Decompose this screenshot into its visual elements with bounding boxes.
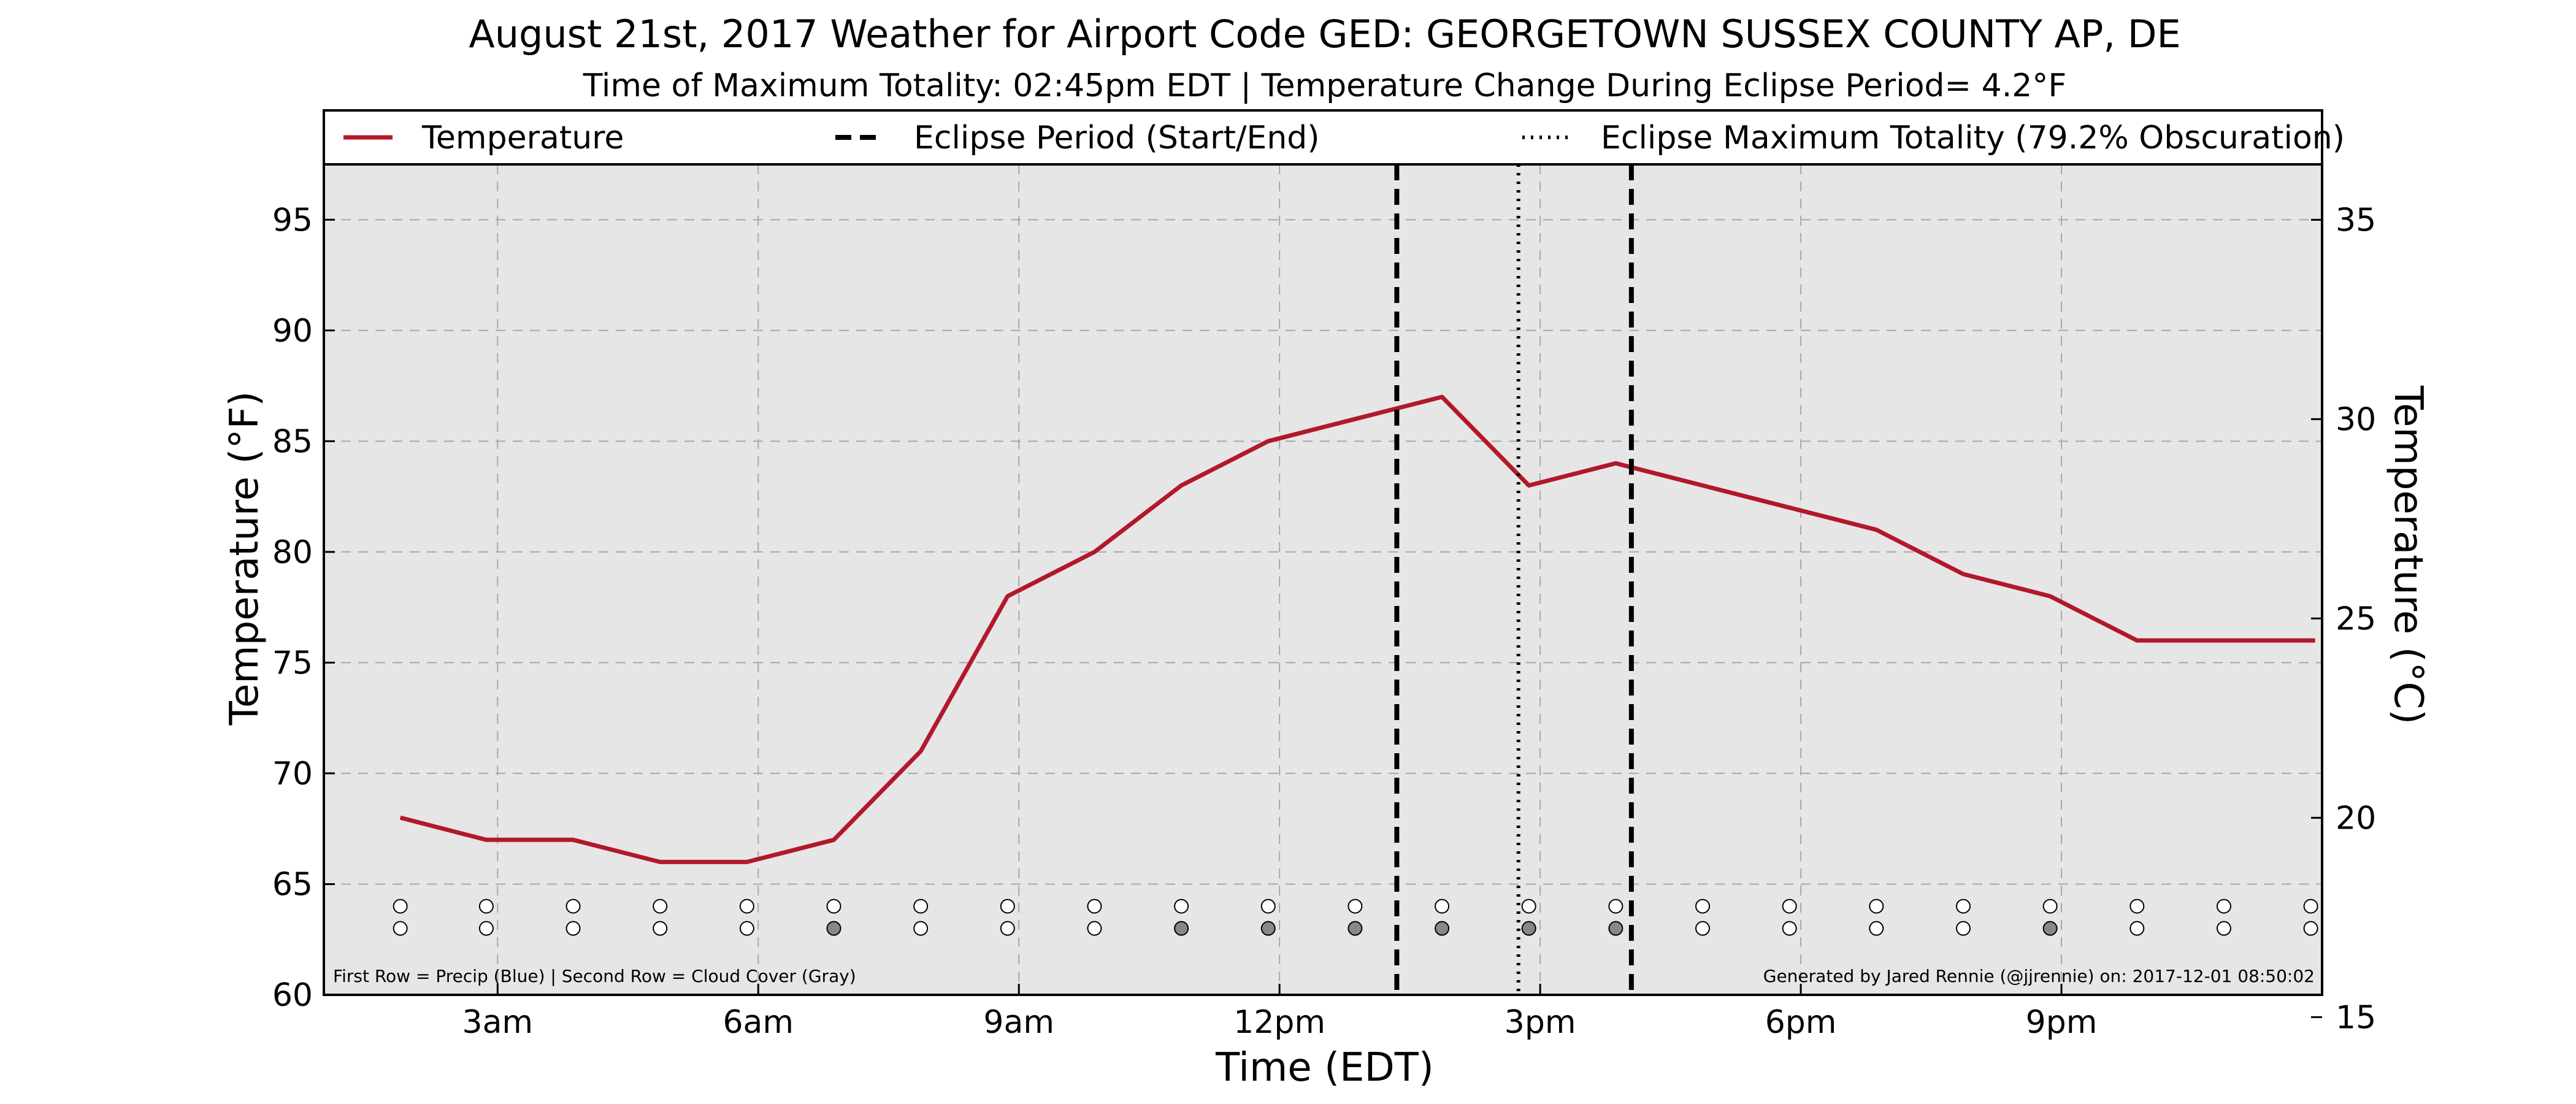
cloud-cover-indicator (2042, 921, 2058, 936)
precip-indicator (1521, 899, 1536, 914)
precip-indicator (478, 899, 494, 914)
cloud-cover-indicator (565, 921, 581, 936)
precip-indicator (1174, 899, 1189, 914)
x-tick-label: 3am (462, 1004, 533, 1041)
x-tick-label: 3pm (1505, 1004, 1576, 1041)
x-tick-label: 9am (983, 1004, 1054, 1041)
legend-box (323, 109, 2323, 166)
cloud-cover-indicator (1521, 921, 1536, 936)
legend-label: Eclipse Period (Start/End) (914, 120, 1320, 156)
cloud-cover-indicator (2129, 921, 2145, 936)
cloud-cover-indicator (1695, 921, 1711, 936)
cloud-cover-indicator (1000, 921, 1015, 936)
cloud-cover-indicator (739, 921, 754, 936)
precip-indicator (1608, 899, 1623, 914)
precip-indicator (1695, 899, 1711, 914)
legend-label: Temperature (421, 120, 624, 156)
y-tick-label: 80 (272, 534, 313, 571)
y-right-tick-label: 20 (2336, 800, 2376, 837)
y-right-tick-label: 25 (2336, 600, 2376, 637)
footnote-right: Generated by Jared Rennie (@jjrennie) on… (1763, 966, 2315, 986)
precip-indicator (1955, 899, 1971, 914)
cloud-cover-indicator (1435, 921, 1450, 936)
precip-indicator (1869, 899, 1884, 914)
precip-indicator (1782, 899, 1797, 914)
cloud-cover-indicator (1174, 921, 1189, 936)
cloud-cover-indicator (653, 921, 668, 936)
precip-indicator (653, 899, 668, 914)
y-tick-label: 60 (272, 977, 313, 1014)
x-tick-label: 12pm (1233, 1004, 1325, 1041)
cloud-cover-indicator (2216, 921, 2231, 936)
precip-indicator (1260, 899, 1276, 914)
precip-indicator (826, 899, 841, 914)
cloud-cover-indicator (1087, 921, 1102, 936)
cloud-cover-indicator (1260, 921, 1276, 936)
precip-indicator (739, 899, 754, 914)
precip-indicator (1435, 899, 1450, 914)
precip-indicator (2216, 899, 2231, 914)
y-tick-label: 90 (272, 313, 313, 350)
y-tick-label: 75 (272, 645, 313, 681)
temperature-series-line (399, 394, 2315, 864)
precip-indicator (2042, 899, 2058, 914)
x-axis-label: Time (EDT) (1215, 1045, 1434, 1091)
precip-indicator (2303, 899, 2318, 914)
plot-area (324, 164, 2322, 995)
precip-indicator (2129, 899, 2145, 914)
cloud-cover-indicator (826, 921, 841, 936)
chart-title: August 21st, 2017 Weather for Airport Co… (469, 12, 2180, 56)
y-tick-label: 95 (272, 202, 313, 239)
footnote-left: First Row = Precip (Blue) | Second Row =… (333, 966, 856, 986)
precip-indicator (913, 899, 929, 914)
chart-subtitle: Time of Maximum Totality: 02:45pm EDT | … (583, 67, 2066, 104)
cloud-cover-indicator (1608, 921, 1623, 936)
cloud-cover-indicator (913, 921, 929, 936)
y-tick-label: 70 (272, 756, 313, 792)
x-tick-label: 6pm (1765, 1004, 1837, 1041)
cloud-cover-indicator (1869, 921, 1884, 936)
x-tick-label: 6am (723, 1004, 794, 1041)
cloud-cover-indicator (1782, 921, 1797, 936)
y-tick-label: 65 (272, 866, 313, 903)
cloud-cover-indicator (1347, 921, 1363, 936)
y-axis-label-right: Temperature (°C) (2385, 385, 2431, 724)
y-right-tick-label: 35 (2336, 202, 2376, 239)
y-right-tick-label: 30 (2336, 401, 2376, 438)
y-axis-label-left: Temperature (°F) (222, 391, 267, 726)
precip-indicator (1087, 899, 1102, 914)
precip-indicator (1347, 899, 1363, 914)
cloud-cover-indicator (478, 921, 494, 936)
precip-indicator (393, 899, 408, 914)
legend-label: Eclipse Maximum Totality (79.2% Obscurat… (1601, 120, 2345, 156)
precip-indicator (1000, 899, 1015, 914)
cloud-cover-indicator (2303, 921, 2318, 936)
cloud-cover-indicator (393, 921, 408, 936)
x-tick-label: 9pm (2026, 1004, 2098, 1041)
y-right-tick-label: 15 (2336, 999, 2376, 1036)
cloud-cover-indicator (1955, 921, 1971, 936)
y-tick-label: 85 (272, 423, 313, 460)
precip-indicator (565, 899, 581, 914)
